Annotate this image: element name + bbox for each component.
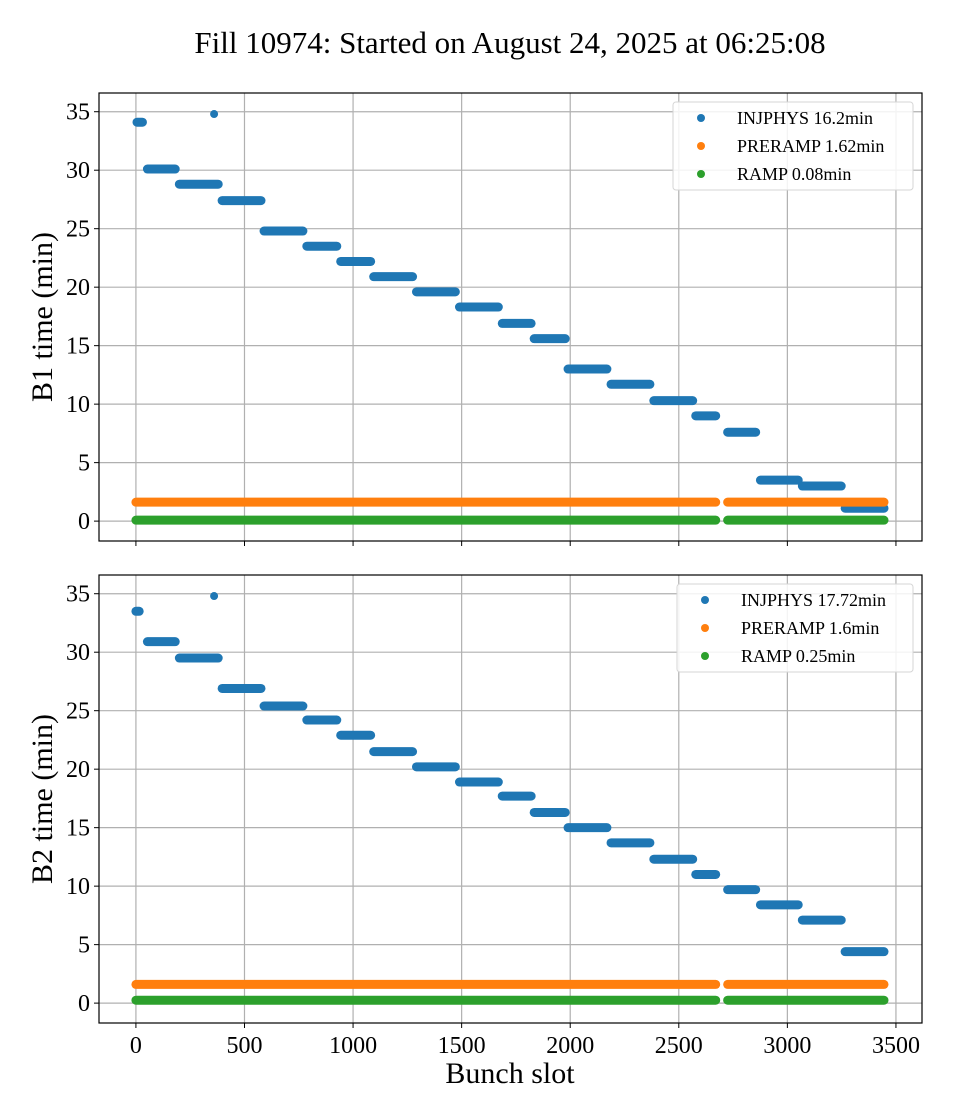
y-tick-label: 25: [66, 699, 90, 725]
x-tick-label: 500: [226, 1033, 262, 1059]
x-tick-label: 2500: [655, 1033, 703, 1059]
y-axis-label: B2 time (min): [26, 714, 59, 884]
axes-frame: [98, 574, 923, 1024]
y-tick-label: 10: [66, 392, 90, 418]
legend-label-injphys: INJPHYS 16.2min: [737, 108, 873, 128]
legend-box: [676, 583, 914, 673]
legend-marker-ramp: [697, 170, 705, 178]
x-tick-label: 1000: [329, 1033, 377, 1059]
data-layer: [131, 592, 889, 1005]
y-tick-label: 0: [78, 509, 90, 535]
legend-marker-ramp: [701, 652, 709, 660]
x-tick-label: 0: [130, 1033, 142, 1059]
y-tick-label: 20: [66, 275, 90, 301]
data-layer: [131, 110, 889, 525]
y-tick-label: 30: [66, 158, 90, 184]
legend-label-preramp: PRERAMP 1.6min: [741, 618, 879, 638]
injphys-point: [210, 110, 219, 119]
legend: INJPHYS 17.72min PRERAMP 1.6min RAMP 0.25m…: [676, 583, 914, 673]
legend-marker-preramp: [701, 624, 709, 632]
legend-label-ramp: RAMP 0.25min: [741, 646, 855, 666]
legend-label-injphys: INJPHYS 17.72min: [741, 590, 886, 610]
y-axis-label: B1 time (min): [26, 232, 59, 402]
x-tick-label: 2000: [546, 1033, 594, 1059]
x-axis-label: Bunch slot: [445, 1057, 575, 1090]
y-tick-label: 0: [78, 991, 90, 1017]
legend-label-ramp: RAMP 0.08min: [737, 164, 851, 184]
y-tick-label: 15: [66, 816, 90, 842]
y-tick-label: 25: [66, 217, 90, 243]
legend-box: [672, 101, 914, 191]
injphys-point: [210, 592, 219, 601]
legend-marker-preramp: [697, 142, 705, 150]
legend-label-preramp: PRERAMP 1.62min: [737, 136, 884, 156]
panel-b1: 0 5 10 15 20 25 30 35 B1 time (min) INJPHYS 16.2m…: [26, 92, 923, 546]
y-tick-label: 5: [78, 933, 90, 959]
y-tick-label: 5: [78, 451, 90, 477]
x-tick-label: 3500: [872, 1033, 920, 1059]
panel-b2: 0 500 1000 1500 2000 2500 3000 3500 0 5 10 15 20 25 30…: [26, 574, 923, 1059]
y-tick-label: 20: [66, 757, 90, 783]
y-tick-label: 10: [66, 874, 90, 900]
axes-frame: [98, 92, 923, 542]
legend: INJPHYS 16.2min PRERAMP 1.62min RAMP 0.08m…: [672, 101, 914, 191]
chart-title: Fill 10974: Started on August 24, 2025 a…: [194, 25, 825, 60]
y-tick-label: 30: [66, 640, 90, 666]
legend-marker-injphys: [697, 114, 705, 122]
y-tick-label: 15: [66, 334, 90, 360]
x-tick-label: 1500: [438, 1033, 486, 1059]
y-tick-label: 35: [66, 100, 90, 126]
x-tick-label: 3000: [763, 1033, 811, 1059]
y-tick-label: 35: [66, 582, 90, 608]
legend-marker-injphys: [701, 596, 709, 604]
